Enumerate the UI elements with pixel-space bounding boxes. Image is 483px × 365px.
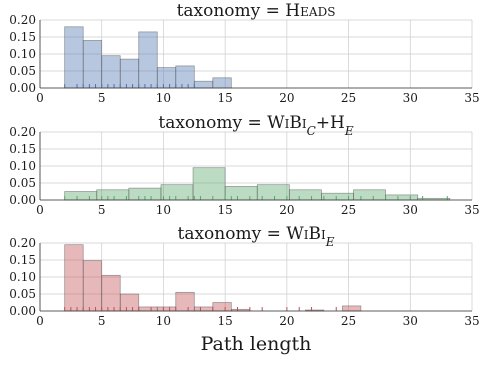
x-tick-label: 0 — [36, 91, 44, 105]
x-tick-label: 5 — [98, 203, 106, 217]
histogram-bar — [193, 80, 214, 89]
histogram-bar — [82, 260, 103, 312]
panel-title-part: taxonomy = W — [178, 224, 305, 244]
y-tick-label: 0.00 — [9, 193, 36, 207]
y-tick-label: 0.20 — [9, 13, 36, 27]
histogram-bar — [212, 77, 232, 89]
histogram-bar — [138, 31, 158, 89]
y-tick-label: 0.05 — [9, 176, 36, 190]
histogram-bar — [119, 293, 140, 312]
y-tick-label: 0.20 — [9, 125, 36, 139]
panel-title-part: E — [325, 235, 335, 249]
histogram-bar — [64, 191, 98, 201]
panel-title-part: I — [302, 117, 307, 131]
x-tick-label: 35 — [464, 203, 479, 217]
histogram-bar — [156, 306, 177, 312]
y-tick-label: 0.10 — [9, 159, 36, 173]
y-tick-label: 0.05 — [9, 287, 36, 301]
histogram-bar — [82, 40, 103, 89]
y-tick-label: 0.10 — [9, 270, 36, 284]
panel-3: 0.00 0.05 0.10 0.15 0.20 0 5 10 15 20 25 30 35 taxono… — [9, 224, 479, 328]
y-tick-label: 0.15 — [9, 253, 36, 267]
histogram-bar — [353, 189, 386, 201]
x-tick-label: 25 — [341, 91, 356, 105]
panel-title-part: B — [289, 113, 302, 133]
x-tick-label: 30 — [403, 203, 418, 217]
histogram-bar — [101, 274, 121, 312]
x-tick-label: 5 — [98, 91, 106, 105]
panel-title-part: +H — [316, 113, 345, 133]
x-tick-label: 35 — [464, 91, 479, 105]
panel-title-part: I — [285, 117, 290, 131]
histogram-bar — [175, 291, 195, 312]
histogram-bar — [193, 306, 214, 312]
y-tick-label: 0.00 — [9, 81, 36, 95]
panel-title: taxonomy = WIBIC+HE — [158, 113, 354, 138]
histogram-bar — [192, 167, 226, 201]
y-tick-label: 0.10 — [9, 47, 36, 61]
histogram-bar — [212, 302, 232, 312]
histogram-bar — [101, 55, 121, 89]
histogram-bar — [156, 67, 177, 89]
x-tick-label: 0 — [36, 203, 44, 217]
panel-title-part: C — [307, 124, 316, 138]
x-tick-label: 10 — [156, 203, 171, 217]
histogram-bar — [119, 58, 140, 89]
x-axis-title: Path length — [201, 333, 312, 355]
x-tick-label: 5 — [98, 314, 106, 328]
panel-title-part: I — [304, 228, 309, 242]
panel-title: taxonomy = WIBIE — [178, 224, 335, 249]
panel-title-part: E — [344, 124, 354, 138]
y-tick-label: 0.20 — [9, 236, 36, 250]
x-tick-label: 30 — [403, 91, 418, 105]
histogram-bar — [385, 194, 419, 201]
x-tick-label: 30 — [403, 314, 418, 328]
y-tick-label: 0.05 — [9, 64, 36, 78]
x-tick-label: 20 — [279, 203, 294, 217]
panel-title-part: I — [321, 228, 326, 242]
histogram-bar — [288, 189, 322, 201]
x-tick-label: 15 — [218, 91, 233, 105]
y-tick-label: 0.15 — [9, 142, 36, 156]
y-tick-label: 0.00 — [9, 304, 36, 318]
x-tick-label: 25 — [341, 314, 356, 328]
x-tick-label: 25 — [341, 203, 356, 217]
panel-title: taxonomy = HEADS — [177, 1, 336, 21]
panel-title-part: EADS — [300, 5, 335, 19]
x-tick-label: 20 — [279, 91, 294, 105]
histogram-bar — [224, 186, 258, 201]
panel-1: 0.00 0.05 0.10 0.15 0.20 0 5 10 15 20 25 30 35 taxono… — [9, 1, 479, 105]
x-tick-label: 15 — [218, 314, 233, 328]
panel-2: 0.00 0.05 0.10 0.15 0.20 0 5 10 15 20 25 30 35 taxono… — [9, 113, 479, 217]
x-tick-label: 10 — [156, 91, 171, 105]
panel-title-part: taxonomy = H — [177, 1, 301, 21]
histogram-bar — [175, 65, 195, 89]
x-tick-label: 35 — [464, 314, 479, 328]
x-tick-label: 20 — [279, 314, 294, 328]
histogram-bar — [342, 305, 362, 312]
y-tick-label: 0.15 — [9, 30, 36, 44]
x-tick-label: 15 — [218, 203, 233, 217]
x-tick-label: 0 — [36, 314, 44, 328]
panel-title-part: B — [308, 224, 321, 244]
histogram-bar — [64, 26, 84, 89]
histogram-bar — [64, 244, 84, 312]
x-tick-label: 10 — [156, 314, 171, 328]
histogram-bar — [138, 306, 158, 312]
panel-title-part: taxonomy = W — [158, 113, 285, 133]
